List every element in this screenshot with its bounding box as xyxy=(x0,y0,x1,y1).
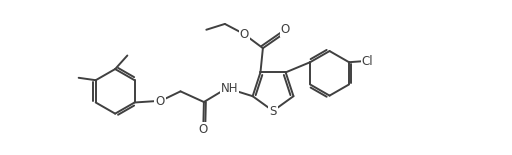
Text: Cl: Cl xyxy=(361,55,373,68)
Text: NH: NH xyxy=(221,82,238,95)
Text: O: O xyxy=(240,28,249,41)
Text: O: O xyxy=(155,95,165,108)
Text: O: O xyxy=(199,123,208,136)
Text: O: O xyxy=(281,23,290,36)
Text: S: S xyxy=(269,105,277,118)
